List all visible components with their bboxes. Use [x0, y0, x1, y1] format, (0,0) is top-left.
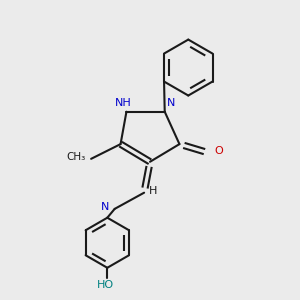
Text: HO: HO [97, 280, 114, 290]
Text: N: N [101, 202, 110, 212]
Text: CH₃: CH₃ [67, 152, 86, 162]
Text: N: N [167, 98, 175, 109]
Text: NH: NH [115, 98, 131, 109]
Text: O: O [214, 146, 223, 157]
Text: H: H [149, 186, 158, 196]
